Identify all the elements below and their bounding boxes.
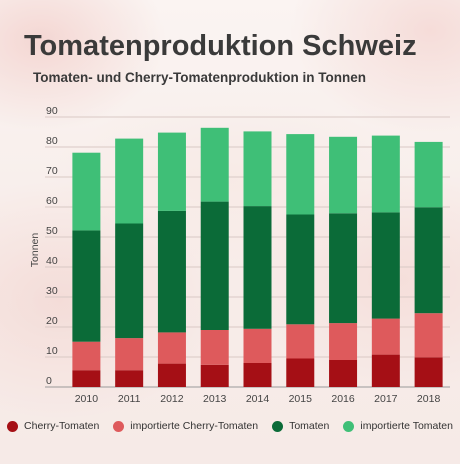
x-tick-label: 2017 [374,393,398,405]
bar-segment-3-2015[interactable] [286,214,315,325]
x-axis-ticks: 2010 2011 2012 2013 2014 2015 2016 2017 2018 [75,393,441,405]
bar-segment-3-2018[interactable] [414,207,443,314]
y-tick-label: 70 [46,165,58,177]
y-tick-label: 90 [46,105,58,117]
bar-segment-4-2015[interactable] [286,134,315,215]
bars [72,127,443,388]
bar-segment-2-2010[interactable] [72,341,101,371]
x-tick-label: 2014 [246,393,270,405]
y-axis-ticks: 0 10 20 30 40 50 60 70 80 90 [46,105,58,387]
chart-subtitle: Tomaten- und Cherry-Tomatenproduktion in… [33,70,366,85]
x-tick-label: 2016 [331,393,355,405]
bar-segment-2-2014[interactable] [243,328,272,363]
bar-segment-2-2015[interactable] [286,324,315,359]
bar-segment-4-2018[interactable] [414,141,443,208]
bar-segment-1-2012[interactable] [157,363,186,387]
bar-segment-1-2011[interactable] [115,370,144,387]
y-tick-label: 30 [46,285,58,297]
bar-segment-1-2014[interactable] [243,363,272,387]
y-tick-label: 40 [46,255,58,267]
x-tick-label: 2012 [160,393,184,405]
bar-segment-4-2011[interactable] [115,138,144,224]
bar-segment-1-2018[interactable] [414,357,443,387]
bar-segment-2-2013[interactable] [200,330,229,365]
y-axis-label: Tonnen [29,233,41,268]
bar-segment-4-2010[interactable] [72,152,101,231]
bar-segment-4-2014[interactable] [243,131,272,207]
bar-segment-1-2015[interactable] [286,358,315,388]
bar-segment-3-2014[interactable] [243,206,272,329]
bar-segment-3-2012[interactable] [157,210,186,333]
bar-segment-1-2016[interactable] [329,360,358,387]
legend-label: importierte Cherry-Tomaten [130,420,259,432]
y-tick-label: 0 [46,375,52,387]
bar-segment-3-2013[interactable] [200,201,229,330]
bar-segment-1-2010[interactable] [72,370,101,387]
legend-label: Tomaten [289,420,330,432]
chart-title: Tomatenproduktion Schweiz [24,30,417,62]
bar-segment-2-2011[interactable] [115,338,144,371]
legend-swatch-icon [343,420,355,432]
y-tick-label: 20 [46,315,58,327]
y-tick-label: 50 [46,225,58,237]
y-tick-label: 10 [46,345,58,357]
legend-item[interactable]: Cherry-Tomaten [7,420,99,432]
legend-item[interactable]: Tomaten [272,420,329,432]
x-tick-label: 2010 [75,393,99,405]
legend-swatch-icon [7,420,19,432]
bar-segment-3-2017[interactable] [371,212,400,319]
legend-label: importierte Tomaten [360,420,453,432]
bar-segment-3-2011[interactable] [115,223,144,339]
x-tick-label: 2013 [203,393,227,405]
bar-segment-2-2018[interactable] [414,313,443,358]
y-tick-label: 60 [46,195,58,207]
chart-legend: Cherry-Tomaten importierte Cherry-Tomaten… [0,420,460,432]
bar-segment-2-2017[interactable] [371,318,400,355]
legend-swatch-icon [272,420,284,432]
bar-segment-4-2016[interactable] [329,136,358,214]
bar-segment-3-2016[interactable] [329,213,358,324]
legend-item[interactable]: importierte Cherry-Tomaten [113,420,258,432]
legend-label: Cherry-Tomaten [24,420,100,432]
bar-segment-4-2012[interactable] [157,132,186,211]
bar-segment-2-2016[interactable] [329,323,358,360]
legend-swatch-icon [113,420,125,432]
y-tick-label: 80 [46,135,58,147]
bar-segment-4-2013[interactable] [200,127,229,202]
legend-item[interactable]: importierte Tomaten [343,420,453,432]
x-tick-label: 2015 [289,393,313,405]
x-tick-label: 2018 [417,393,441,405]
bar-segment-3-2010[interactable] [72,230,101,342]
x-tick-label: 2011 [118,393,141,405]
bar-segment-4-2017[interactable] [371,135,400,213]
bar-segment-2-2012[interactable] [157,332,186,364]
bar-segment-1-2017[interactable] [371,354,400,387]
bar-segment-1-2013[interactable] [200,364,229,387]
